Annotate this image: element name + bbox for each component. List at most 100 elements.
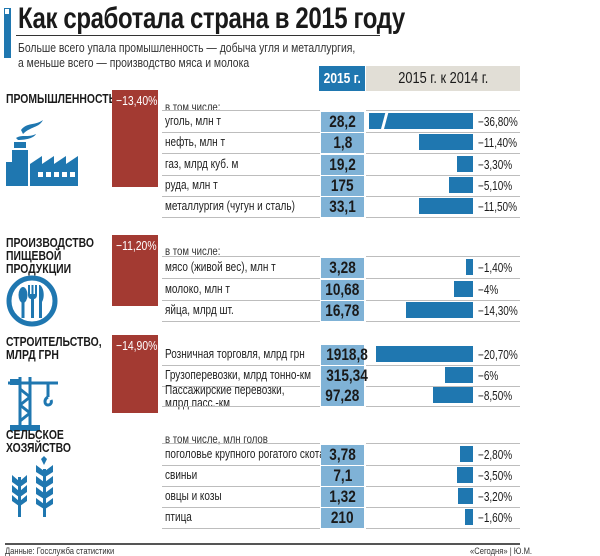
change-label-text: −1,40% [478, 261, 513, 275]
change-label: −3,30% [478, 158, 521, 172]
change-label: −1,60% [478, 511, 521, 525]
row-label: молоко, млн т [165, 283, 246, 296]
row-label-line: Розничная торговля, млрд грн [165, 347, 305, 361]
row-rule [366, 386, 520, 387]
row-label: овцы и козы [165, 490, 236, 503]
row-rule [366, 528, 520, 529]
sector-label: СТРОИТЕЛЬСТВО, МЛРД ГРН [6, 335, 126, 361]
column-header-change: 2015 г. к 2014 г. [366, 66, 520, 91]
row-rule [162, 365, 320, 366]
change-label-text: −1,60% [478, 511, 513, 525]
row-label-line: овцы и козы [165, 489, 222, 503]
change-bar [466, 259, 473, 275]
row-label-line: газ, млрд куб. м [165, 157, 239, 171]
row-rule [162, 486, 320, 487]
row-label-line: уголь, млн т [165, 114, 221, 128]
subcategory-note-text: в том числе, млн голов [165, 432, 268, 446]
sector-label-line: МЛРД ГРН [6, 347, 59, 362]
row-rule [162, 196, 320, 197]
change-label: −2,80% [478, 448, 521, 462]
row-label-line: Пассажирские перевозки, [165, 383, 285, 397]
row-label-line: молоко, млн т [165, 282, 230, 296]
row-label-line: свиньи [165, 468, 198, 482]
row-rule [366, 256, 520, 257]
change-bar [444, 367, 473, 383]
row-value-2015: 97,28 [321, 386, 364, 406]
change-label: −3,50% [478, 469, 521, 483]
row-value-2015: 19,2 [321, 155, 364, 175]
row-label: металлургия (чугун и сталь) [165, 200, 327, 213]
row-rule [162, 256, 320, 257]
row-label: руда, млн т [165, 179, 231, 192]
row-value-2015: 7,1 [321, 466, 364, 486]
credit: «Сегодня» | Ю.М. [470, 546, 548, 556]
footer-rule [5, 543, 520, 545]
sector-label-line: ПРОИЗВОДСТВО [6, 235, 94, 250]
change-label-text: −3,50% [478, 469, 513, 483]
row-value-2015-text: 175 [331, 176, 354, 195]
change-label-text: −5,10% [478, 179, 513, 193]
title-rule [16, 35, 380, 36]
change-label-text: −14,30% [478, 304, 518, 318]
row-label: птица [165, 511, 199, 524]
change-label-text: −6% [478, 369, 499, 383]
row-value-2015-text: 3,78 [329, 445, 356, 464]
row-rule [162, 153, 320, 154]
row-label-line: мясо (живой вес), млн т [165, 260, 276, 274]
subtitle-text: а меньше всего — производство мяса и мол… [18, 55, 250, 70]
change-label: −36,80% [478, 115, 528, 129]
title-accent-bar [4, 8, 11, 58]
row-rule [366, 365, 520, 366]
row-rule [366, 110, 520, 111]
source-note: Данные: Госслужба статистики [5, 546, 142, 556]
row-rule [366, 300, 520, 301]
row-rule [366, 507, 520, 508]
row-rule [162, 528, 320, 529]
change-label: −3,20% [478, 490, 521, 504]
row-value-2015: 3,28 [321, 258, 364, 278]
change-label-text: −3,20% [478, 490, 513, 504]
row-value-2015: 210 [321, 508, 364, 528]
sector-label: СЕЛЬСКОЕ ХОЗЯЙСТВО [6, 428, 87, 454]
change-label: −14,30% [478, 304, 528, 318]
page-title: Как сработала страна в 2015 году [18, 2, 501, 36]
row-rule [366, 486, 520, 487]
change-bar [405, 302, 473, 318]
change-label-text: −8,50% [478, 389, 513, 403]
row-label: поголовье крупного рогатого скота [165, 448, 365, 461]
row-rule [162, 217, 320, 218]
row-label: уголь, млн т [165, 115, 235, 128]
sector-label-line: ПРОДУКЦИИ [6, 261, 72, 276]
row-value-2015-text: 7,1 [333, 466, 352, 485]
row-rule [162, 132, 320, 133]
row-label: газ, млрд куб. м [165, 158, 257, 171]
change-label: −4% [478, 283, 503, 297]
change-label: −20,70% [478, 348, 528, 362]
subtitle-line-2: а меньше всего — производство мяса и мол… [18, 55, 307, 70]
subcategory-note: в том числе: [165, 100, 234, 114]
row-label-line: Грузоперевозки, млрд тонно-км [165, 368, 312, 382]
cutlery-icon [6, 275, 58, 327]
row-rule [366, 132, 520, 133]
subcategory-note-text: в том числе: [165, 100, 221, 114]
row-value-2015: 1918,8 [321, 345, 368, 365]
row-rule [366, 278, 520, 279]
change-bar [465, 509, 473, 525]
change-bar [418, 198, 473, 214]
row-value-2015: 315,34 [321, 366, 368, 386]
row-rule [162, 406, 320, 407]
row-value-2015-text: 1,32 [329, 487, 356, 506]
sector-total-value: −13,40% [116, 93, 158, 108]
change-label: −11,40% [478, 136, 527, 150]
change-label: −11,50% [478, 200, 527, 214]
sector-label-line: ХОЗЯЙСТВО [6, 440, 71, 455]
factory-icon [6, 120, 78, 186]
change-label-text: −3,30% [478, 158, 513, 172]
row-value-2015: 1,32 [321, 487, 364, 507]
credit-text: «Сегодня» | Ю.М. [470, 546, 533, 556]
sector-total-value: −14,90% [116, 338, 158, 353]
row-label-line: птица [165, 510, 192, 524]
row-rule [366, 321, 520, 322]
sector-label-line: СЕЛЬСКОЕ [6, 427, 64, 442]
